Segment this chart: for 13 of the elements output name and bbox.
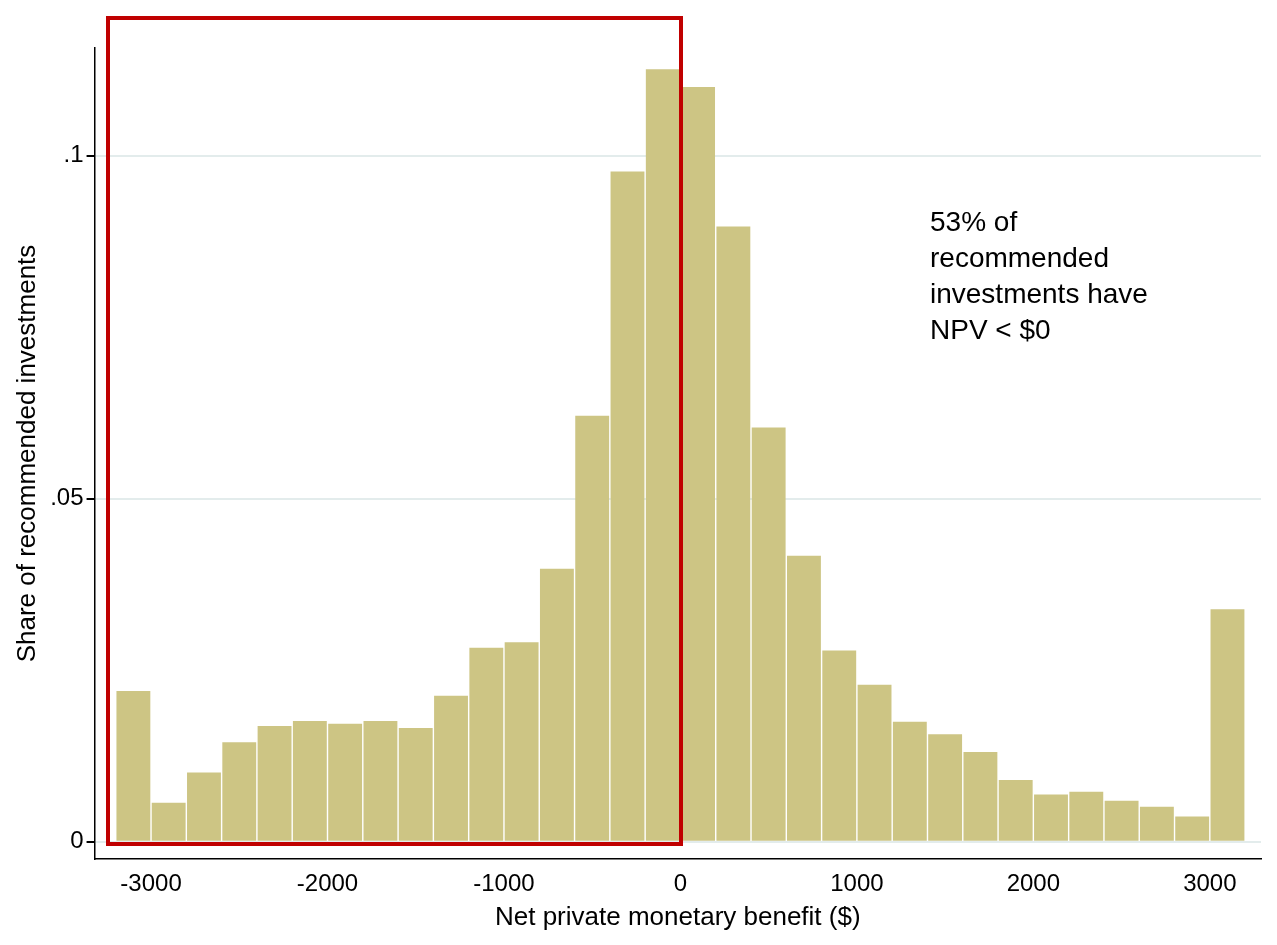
x-tick-label: -1000 <box>473 869 535 897</box>
x-tick-label: 3000 <box>1183 869 1237 897</box>
y-axis-title: Share of recommended investments <box>10 244 41 663</box>
y-tick-label: 0 <box>70 826 84 854</box>
x-tick-label: 0 <box>673 869 688 897</box>
y-tick-label: .05 <box>50 483 84 511</box>
y-tick-label: .1 <box>63 140 84 168</box>
x-tick-label: 1000 <box>830 869 884 897</box>
x-tick-label: 2000 <box>1006 869 1061 897</box>
annotation: 53% of recommended investments have NPV < $0 <box>930 205 1149 347</box>
x-tick-label: -3000 <box>120 869 182 897</box>
x-tick-label: -2000 <box>296 869 359 897</box>
x-axis-title: Net private monetary benefit ($) <box>494 900 861 931</box>
